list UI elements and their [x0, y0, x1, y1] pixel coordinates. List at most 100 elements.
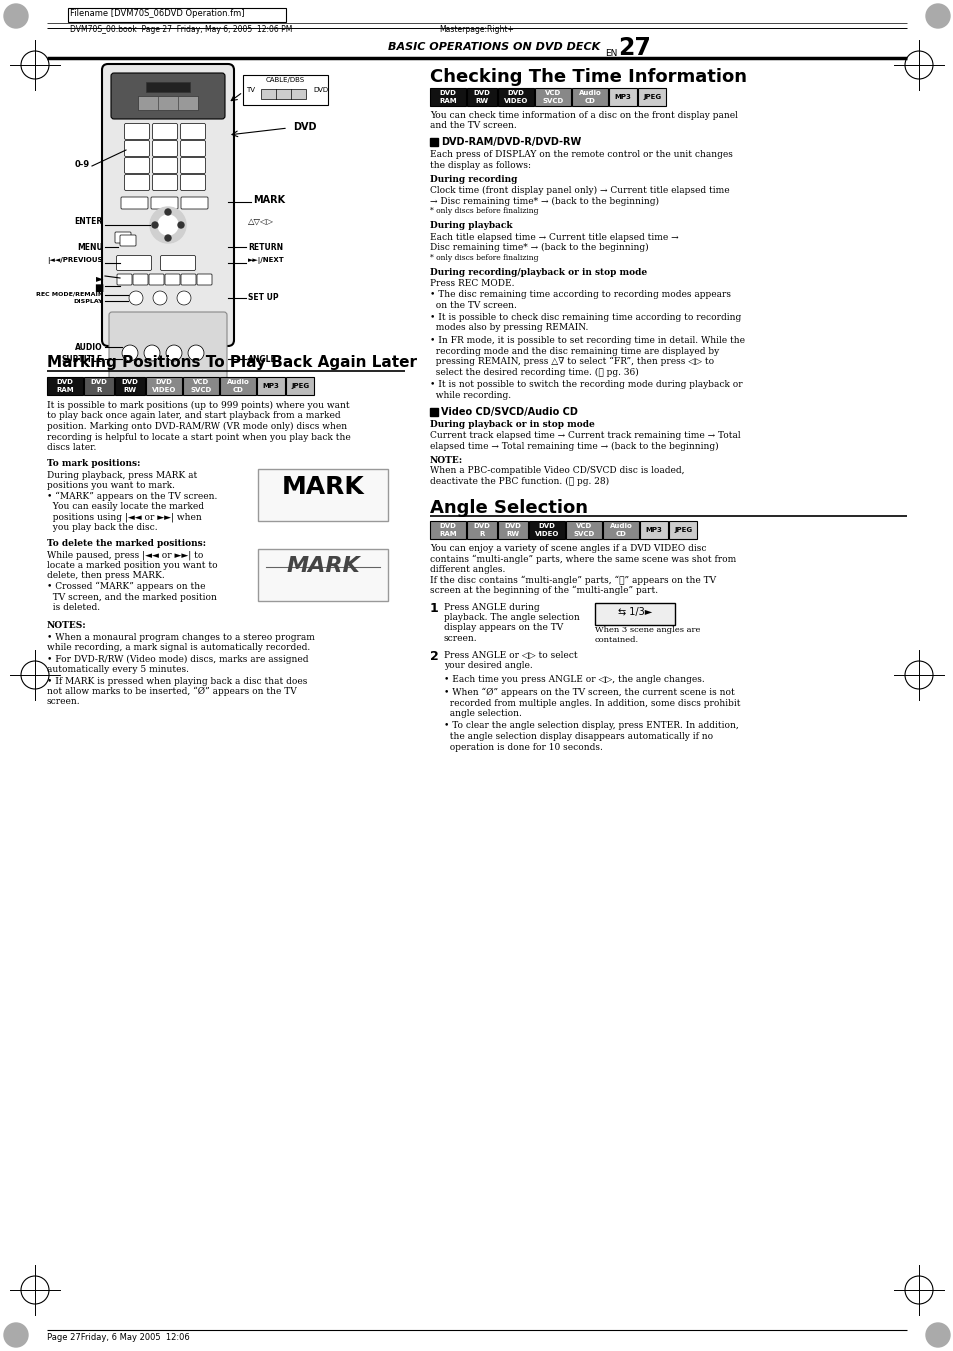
Text: DISPLAY: DISPLAY — [73, 299, 103, 304]
Text: VCD: VCD — [576, 523, 592, 530]
Text: When a PBC-compatible Video CD/SVCD disc is loaded,: When a PBC-compatible Video CD/SVCD disc… — [430, 466, 684, 476]
Text: • For DVD-R/RW (Video mode) discs, marks are assigned: • For DVD-R/RW (Video mode) discs, marks… — [47, 654, 308, 663]
Text: CD: CD — [584, 99, 595, 104]
Text: SVCD: SVCD — [542, 99, 563, 104]
Text: ■: ■ — [93, 282, 103, 293]
Text: 2: 2 — [430, 650, 438, 663]
Text: screen.: screen. — [47, 697, 81, 705]
Bar — [256, 377, 285, 394]
FancyBboxPatch shape — [121, 197, 148, 209]
Text: You can enjoy a variety of scene angles if a DVD VIDEO disc: You can enjoy a variety of scene angles … — [430, 544, 706, 553]
FancyBboxPatch shape — [116, 255, 152, 270]
Text: discs later.: discs later. — [47, 443, 96, 453]
FancyBboxPatch shape — [160, 255, 195, 270]
Text: During playback, press MARK at: During playback, press MARK at — [47, 470, 197, 480]
Text: JPEG: JPEG — [291, 382, 309, 389]
Text: • When “Ø” appears on the TV screen, the current scene is not: • When “Ø” appears on the TV screen, the… — [443, 688, 734, 697]
Text: RW: RW — [506, 531, 519, 536]
Text: DVD: DVD — [313, 86, 328, 93]
Text: automatically every 5 minutes.: automatically every 5 minutes. — [47, 665, 189, 674]
Text: deactivate the PBC function. (☞ pg. 28): deactivate the PBC function. (☞ pg. 28) — [430, 477, 608, 485]
Text: Press REC MODE.: Press REC MODE. — [430, 280, 514, 288]
Text: • The disc remaining time according to recording modes appears: • The disc remaining time according to r… — [430, 290, 730, 299]
Text: 1: 1 — [430, 603, 438, 616]
Text: • It is possible to check disc remaining time according to recording: • It is possible to check disc remaining… — [430, 313, 740, 322]
Text: to play back once again later, and start playback from a marked: to play back once again later, and start… — [47, 412, 340, 420]
Text: Each press of DISPLAY on the remote control or the unit changes: Each press of DISPLAY on the remote cont… — [430, 150, 732, 159]
Bar — [257, 549, 388, 600]
Text: During recording: During recording — [430, 176, 517, 184]
Text: RW: RW — [475, 99, 488, 104]
Circle shape — [166, 345, 182, 361]
Text: VIDEO: VIDEO — [535, 531, 558, 536]
Text: • When a monaural program changes to a stereo program: • When a monaural program changes to a s… — [47, 632, 314, 642]
Text: delete, then press MARK.: delete, then press MARK. — [47, 571, 165, 581]
Bar — [47, 377, 83, 394]
Text: During playback or in stop mode: During playback or in stop mode — [430, 420, 594, 430]
Text: MARK: MARK — [253, 195, 285, 205]
Text: MP3: MP3 — [645, 527, 661, 534]
FancyBboxPatch shape — [111, 73, 225, 119]
Bar — [146, 377, 182, 394]
Circle shape — [129, 290, 143, 305]
Bar — [68, 8, 286, 22]
Text: Page 27Friday, 6 May 2005  12:06: Page 27Friday, 6 May 2005 12:06 — [47, 1333, 190, 1342]
Text: AUDIO: AUDIO — [75, 343, 103, 353]
FancyBboxPatch shape — [125, 158, 150, 173]
Text: different angles.: different angles. — [430, 565, 505, 574]
Text: It is possible to mark positions (up to 999 points) where you want: It is possible to mark positions (up to … — [47, 401, 349, 411]
Bar — [430, 88, 465, 105]
Bar — [572, 88, 607, 105]
Text: DVD: DVD — [293, 122, 316, 132]
Text: MENU: MENU — [77, 243, 103, 253]
Circle shape — [165, 209, 171, 215]
Text: Audio: Audio — [578, 91, 600, 96]
Text: SVCD: SVCD — [191, 386, 212, 393]
Text: R: R — [96, 386, 102, 393]
FancyBboxPatch shape — [132, 274, 148, 285]
FancyBboxPatch shape — [120, 235, 136, 246]
Text: DVD: DVD — [439, 91, 456, 96]
Text: Audio: Audio — [227, 380, 249, 385]
Text: DVD: DVD — [473, 91, 490, 96]
Text: CABLE/DBS: CABLE/DBS — [265, 77, 304, 82]
Text: ►: ► — [95, 273, 103, 282]
Text: When 3 scene angles are
contained.: When 3 scene angles are contained. — [595, 627, 700, 643]
Text: is deleted.: is deleted. — [47, 603, 100, 612]
Text: angle selection.: angle selection. — [443, 709, 521, 717]
Text: position. Marking onto DVD-RAM/RW (VR mode only) discs when: position. Marking onto DVD-RAM/RW (VR mo… — [47, 422, 347, 431]
Bar — [638, 88, 665, 105]
Text: DVD: DVD — [473, 523, 490, 530]
Text: contains “multi-angle” parts, where the same scene was shot from: contains “multi-angle” parts, where the … — [430, 554, 736, 563]
Bar — [115, 377, 145, 394]
FancyBboxPatch shape — [117, 274, 132, 285]
Text: Clock time (front display panel only) → Current title elapsed time: Clock time (front display panel only) → … — [430, 186, 729, 195]
Circle shape — [152, 290, 167, 305]
Text: You can check time information of a disc on the front display panel: You can check time information of a disc… — [430, 111, 737, 120]
Text: operation is done for 10 seconds.: operation is done for 10 seconds. — [443, 743, 602, 751]
FancyBboxPatch shape — [109, 312, 227, 380]
FancyBboxPatch shape — [152, 141, 177, 157]
Circle shape — [925, 4, 949, 28]
Text: 0-9: 0-9 — [74, 159, 90, 169]
Text: CD: CD — [233, 386, 243, 393]
Bar — [430, 138, 437, 146]
Text: REC MODE/REMAIN: REC MODE/REMAIN — [35, 290, 103, 296]
Text: MARK: MARK — [281, 474, 364, 499]
Text: recording is helpful to locate a start point when you play back the: recording is helpful to locate a start p… — [47, 432, 351, 442]
Circle shape — [4, 1323, 28, 1347]
Text: MARK: MARK — [286, 557, 359, 577]
Text: positions using |◄◄ or ►►| when: positions using |◄◄ or ►►| when — [47, 512, 201, 521]
FancyBboxPatch shape — [115, 232, 131, 243]
Text: Disc remaining time* → (back to the beginning): Disc remaining time* → (back to the begi… — [430, 243, 648, 253]
Text: • If MARK is pressed when playing back a disc that does: • If MARK is pressed when playing back a… — [47, 677, 307, 685]
Text: DVD: DVD — [91, 380, 108, 385]
Text: Angle Selection: Angle Selection — [430, 499, 587, 517]
Text: Checking The Time Information: Checking The Time Information — [430, 68, 746, 86]
Text: VIDEO: VIDEO — [152, 386, 176, 393]
Bar — [84, 377, 113, 394]
Bar — [497, 521, 527, 539]
Text: SVCD: SVCD — [573, 531, 594, 536]
Text: During playback: During playback — [430, 222, 512, 231]
Circle shape — [152, 222, 158, 228]
